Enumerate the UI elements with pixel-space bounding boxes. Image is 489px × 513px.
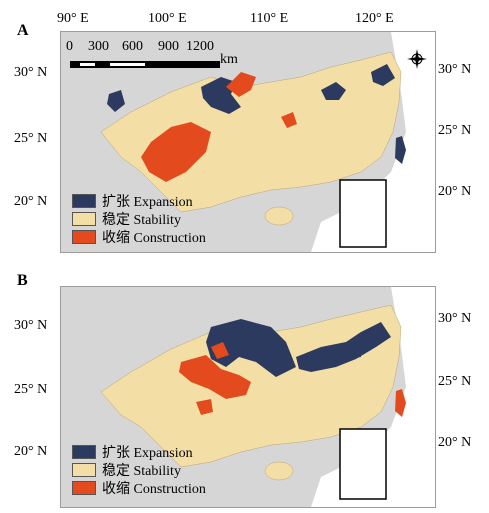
lat-tick-right: 30° N	[438, 311, 472, 326]
construction-patch	[211, 342, 229, 359]
legend-item-stability: 稳定 Stability	[72, 461, 206, 479]
lat-tick-left: 25° N	[14, 131, 48, 146]
expansion-patch	[371, 64, 395, 86]
lat-tick-left: 25° N	[14, 382, 48, 397]
legend-swatch	[72, 463, 96, 477]
legend-label: 收缩 Construction	[102, 482, 206, 497]
map-canvas	[61, 287, 435, 507]
taiwan-island	[395, 136, 406, 164]
lat-tick-left: 20° N	[14, 444, 48, 459]
expansion-patch	[343, 342, 361, 359]
lat-tick-left: 30° N	[14, 65, 48, 80]
legend-item-construction: 收缩 Construction	[72, 479, 206, 497]
scale-label: 0	[66, 39, 73, 54]
legend-swatch	[72, 445, 96, 459]
lat-tick-right: 20° N	[438, 184, 472, 199]
expansion-patch	[206, 319, 296, 377]
lon-tick: 120° E	[355, 11, 394, 26]
lat-tick-left: 20° N	[14, 194, 48, 209]
legend-label: 扩张 Expansion	[102, 195, 193, 210]
legend-item-expansion: 扩张 Expansion	[72, 192, 206, 210]
legend: 扩张 Expansion 稳定 Stability 收缩 Constructio…	[72, 192, 206, 246]
lat-tick-right: 20° N	[438, 435, 472, 450]
legend-swatch	[72, 212, 96, 226]
legend-item-expansion: 扩张 Expansion	[72, 443, 206, 461]
construction-patch	[281, 112, 297, 128]
lat-tick-left: 30° N	[14, 318, 48, 333]
legend-swatch	[72, 481, 96, 495]
hainan-island	[264, 461, 294, 481]
construction-patch	[196, 399, 213, 415]
lat-tick-right: 30° N	[438, 62, 472, 77]
legend-label: 稳定 Stability	[102, 464, 181, 479]
scale-bar-graphic	[70, 61, 220, 68]
map-frame	[60, 286, 436, 508]
lon-tick: 90° E	[57, 11, 89, 26]
legend-label: 扩张 Expansion	[102, 446, 193, 461]
scale-label: 300	[88, 39, 109, 54]
lat-tick-right: 25° N	[438, 123, 472, 138]
expansion-patch	[321, 82, 346, 100]
map-frame	[60, 31, 436, 253]
lon-tick: 100° E	[148, 11, 187, 26]
legend: 扩张 Expansion 稳定 Stability 收缩 Constructio…	[72, 443, 206, 497]
sea-area	[311, 287, 435, 507]
legend-item-stability: 稳定 Stability	[72, 210, 206, 228]
legend-label: 收缩 Construction	[102, 231, 206, 246]
legend-label: 稳定 Stability	[102, 213, 181, 228]
legend-swatch	[72, 194, 96, 208]
legend-item-construction: 收缩 Construction	[72, 228, 206, 246]
panel-letter: B	[17, 272, 28, 289]
panel-letter: A	[17, 22, 29, 39]
scale-label: 600	[122, 39, 143, 54]
construction-patch	[141, 122, 211, 182]
scale-label: 1200	[186, 39, 214, 54]
inset-box	[339, 179, 387, 248]
taiwan-island	[395, 389, 406, 417]
construction-patch	[179, 355, 251, 399]
lat-tick-right: 25° N	[438, 374, 472, 389]
legend-swatch	[72, 230, 96, 244]
sea-area	[311, 32, 435, 252]
expansion-patch	[107, 90, 125, 112]
scale-label: 900	[158, 39, 179, 54]
panel-b: B 30° N 25° N 20° N 30° N 25° N 20° N 扩张…	[0, 257, 489, 513]
lon-tick: 110° E	[250, 11, 289, 26]
hainan-island	[264, 206, 294, 226]
construction-patch	[226, 72, 256, 97]
inset-box	[339, 428, 387, 500]
panel-a: A 90° E 100° E 110° E 120° E 30° N 25° N…	[14, 11, 472, 253]
scale-unit: km	[220, 52, 238, 67]
map-canvas	[61, 32, 435, 252]
north-arrow-icon	[407, 49, 427, 69]
